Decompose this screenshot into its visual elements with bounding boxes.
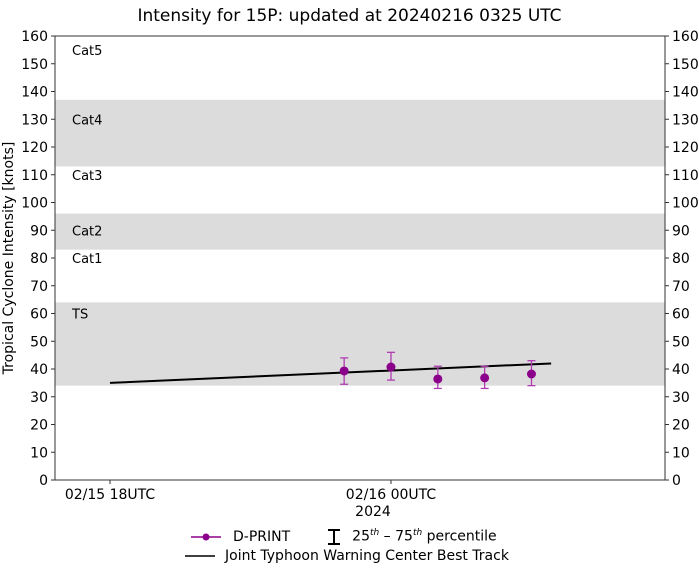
y-tick-label-right: 150 bbox=[672, 57, 699, 73]
dprint-point bbox=[480, 373, 490, 383]
y-tick-label-right: 70 bbox=[672, 279, 690, 295]
category-label-cat1: Cat1 bbox=[72, 252, 102, 267]
y-tick-label-left: 110 bbox=[21, 168, 48, 184]
legend: D-PRINT 25th – 75th percentile Joint Typ… bbox=[185, 527, 509, 565]
y-tick-label-left: 120 bbox=[21, 140, 48, 156]
category-band-cat2 bbox=[55, 213, 665, 250]
y-tick-label-right: 160 bbox=[672, 29, 699, 45]
y-tick-label-right: 80 bbox=[672, 251, 690, 267]
dprint-point bbox=[433, 374, 443, 384]
y-tick-label-left: 100 bbox=[21, 196, 48, 212]
y-tick-label-right: 110 bbox=[672, 168, 699, 184]
dprint-point bbox=[386, 362, 396, 372]
y-tick-label-left: 90 bbox=[30, 223, 48, 239]
x-axis-label: 2024 bbox=[355, 504, 391, 520]
chart-title: Intensity for 15P: updated at 20240216 0… bbox=[137, 6, 562, 26]
y-tick-label-left: 160 bbox=[21, 29, 48, 45]
y-tick-label-right: 40 bbox=[672, 362, 690, 378]
y-tick-label-right: 10 bbox=[672, 445, 690, 461]
y-tick-label-left: 40 bbox=[30, 362, 48, 378]
category-label-ts: TS bbox=[71, 308, 88, 323]
y-tick-label-left: 50 bbox=[30, 334, 48, 350]
y-tick-label-right: 140 bbox=[672, 85, 699, 101]
legend-item-best-track: Joint Typhoon Warning Center Best Track bbox=[185, 546, 509, 565]
dprint-point bbox=[339, 366, 349, 376]
y-tick-label-right: 20 bbox=[672, 418, 690, 434]
y-tick-label-right: 130 bbox=[672, 112, 699, 128]
y-tick-label-right: 100 bbox=[672, 196, 699, 212]
x-tick-label: 02/15 18UTC bbox=[65, 487, 156, 503]
category-label-cat3: Cat3 bbox=[72, 169, 102, 184]
category-band-cat4 bbox=[55, 99, 665, 167]
y-tick-label-right: 60 bbox=[672, 307, 690, 323]
legend-percentile-label: 25th – 75th percentile bbox=[352, 528, 497, 545]
y-axis-label: Tropical Cyclone Intensity [knots] bbox=[1, 142, 17, 376]
best-track-line-icon bbox=[185, 554, 215, 557]
y-tick-label-left: 80 bbox=[30, 251, 48, 267]
legend-dprint-label: D-PRINT bbox=[233, 528, 291, 545]
category-band-ts bbox=[55, 302, 665, 386]
y-tick-label-left: 140 bbox=[21, 85, 48, 101]
y-tick-label-left: 10 bbox=[30, 445, 48, 461]
y-tick-label-left: 30 bbox=[30, 390, 48, 406]
y-tick-label-right: 90 bbox=[672, 223, 690, 239]
dprint-point bbox=[526, 369, 536, 379]
category-label-cat4: Cat4 bbox=[72, 113, 102, 128]
y-tick-label-left: 60 bbox=[30, 307, 48, 323]
y-tick-label-left: 130 bbox=[21, 112, 48, 128]
y-tick-label-left: 150 bbox=[21, 57, 48, 73]
legend-best-track-label: Joint Typhoon Warning Center Best Track bbox=[225, 547, 509, 564]
x-tick-label: 02/16 00UTC bbox=[346, 487, 437, 503]
category-label-cat2: Cat2 bbox=[72, 224, 102, 239]
dprint-marker-icon bbox=[191, 533, 221, 540]
y-tick-label-right: 0 bbox=[672, 473, 681, 489]
legend-item-dprint: D-PRINT 25th – 75th percentile bbox=[185, 527, 509, 546]
y-tick-label-left: 0 bbox=[39, 473, 48, 489]
y-tick-label-right: 50 bbox=[672, 334, 690, 350]
y-tick-label-left: 70 bbox=[30, 279, 48, 295]
y-tick-label-right: 120 bbox=[672, 140, 699, 156]
y-tick-label-left: 20 bbox=[30, 418, 48, 434]
y-tick-label-right: 30 bbox=[672, 390, 690, 406]
errorbar-icon bbox=[328, 528, 341, 545]
category-label-cat5: Cat5 bbox=[72, 44, 102, 59]
best-track-line bbox=[109, 362, 552, 384]
